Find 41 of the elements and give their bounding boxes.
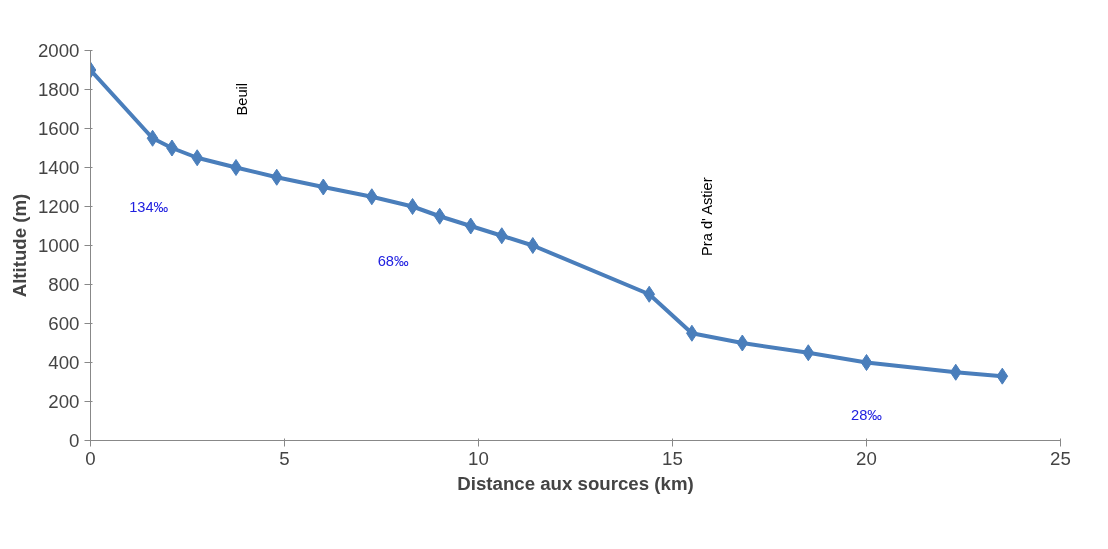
y-tick-label: 1600 (38, 118, 80, 139)
y-tick-label: 600 (48, 313, 80, 334)
y-tick-label: 2000 (38, 40, 80, 61)
annotation: 134‰ (129, 198, 169, 215)
x-tick-label: 10 (468, 447, 489, 469)
point (802, 344, 815, 362)
point (146, 129, 159, 147)
point (860, 354, 873, 371)
annotation: Beuil (233, 82, 250, 116)
point (433, 207, 446, 225)
x-tick-label: 0 (85, 447, 96, 469)
annotation: 28‰ (851, 407, 883, 424)
x-tick-label: 20 (856, 447, 877, 469)
y-tick-label: 1200 (38, 196, 80, 217)
point (526, 237, 539, 254)
y-tick-label: 800 (48, 274, 80, 295)
point (949, 363, 962, 381)
point (464, 217, 477, 235)
point (736, 334, 749, 352)
y-tick-label: 400 (48, 352, 80, 373)
annotation: 68‰ (377, 253, 409, 270)
point (230, 159, 242, 176)
point (317, 178, 330, 196)
x-tick-label: 25 (1050, 447, 1071, 469)
point (191, 149, 204, 167)
x-tick-label: 5 (279, 447, 290, 469)
point (365, 188, 378, 206)
point (996, 367, 1009, 385)
y-axis-title: Altitude (m) (9, 193, 30, 298)
point (406, 198, 419, 215)
y-tick-label: 1400 (38, 157, 80, 178)
x-axis-title: Distance aux sources (km) (457, 472, 694, 494)
point (643, 285, 656, 303)
y-tick-label: 1800 (38, 79, 80, 100)
y-tick-label: 200 (48, 391, 80, 412)
y-tick-label: 1000 (38, 235, 80, 256)
point (495, 227, 508, 245)
y-tick-label: 0 (69, 430, 80, 451)
x-tick-label: 15 (662, 447, 683, 469)
point (270, 168, 283, 186)
annotation: Pra d' Astier (699, 177, 716, 256)
